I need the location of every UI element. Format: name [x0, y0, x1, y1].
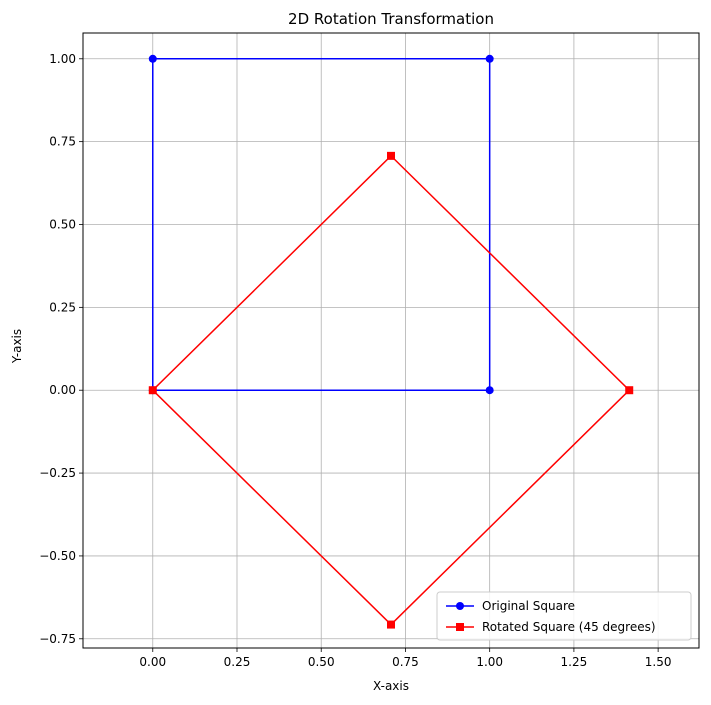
y-tick-label: −0.25 [39, 466, 76, 480]
x-tick-label: 1.00 [476, 655, 503, 669]
data-point-rotated [387, 620, 395, 629]
y-axis-label: Y-axis [10, 329, 24, 364]
y-tick-label: −0.50 [39, 549, 76, 563]
y-tick-label: 0.50 [49, 217, 76, 231]
chart-title: 2D Rotation Transformation [288, 10, 494, 28]
legend-label: Rotated Square (45 degrees) [482, 620, 656, 634]
y-tick-label: 1.00 [49, 52, 76, 66]
x-tick-label: 0.25 [224, 655, 251, 669]
tick-layer: 0.00 0.25 0.50 0.75 1.00 1.25 1.50 −0.75 −0.50 −0… [39, 52, 671, 669]
y-tick-label: −0.75 [39, 632, 76, 646]
data-point-original [485, 54, 494, 63]
data-point-original [485, 386, 494, 395]
x-tick-label: 1.25 [561, 655, 588, 669]
y-tick-label: 0.75 [49, 135, 76, 149]
legend-marker [456, 623, 464, 631]
x-tick-label: 0.00 [139, 655, 166, 669]
y-tick-label: 0.00 [49, 383, 76, 397]
legend-box [436, 591, 692, 641]
data-point-rotated [387, 151, 395, 160]
x-axis-label: X-axis [373, 679, 409, 693]
plot-area-frame [82, 32, 700, 649]
legend-label: Original Square [482, 599, 575, 613]
x-tick-label: 0.50 [308, 655, 335, 669]
y-tick-label: 0.25 [49, 300, 76, 314]
series-layer [148, 54, 634, 629]
data-point-rotated [625, 386, 634, 395]
legend: Original Square Rotated Square (45 degree… [436, 591, 692, 641]
grid-layer [83, 33, 699, 648]
x-tick-label: 1.50 [645, 655, 672, 669]
x-tick-label: 0.75 [392, 655, 419, 669]
legend-marker [456, 602, 464, 610]
data-point-original [148, 54, 157, 63]
data-point-rotated [148, 386, 157, 395]
